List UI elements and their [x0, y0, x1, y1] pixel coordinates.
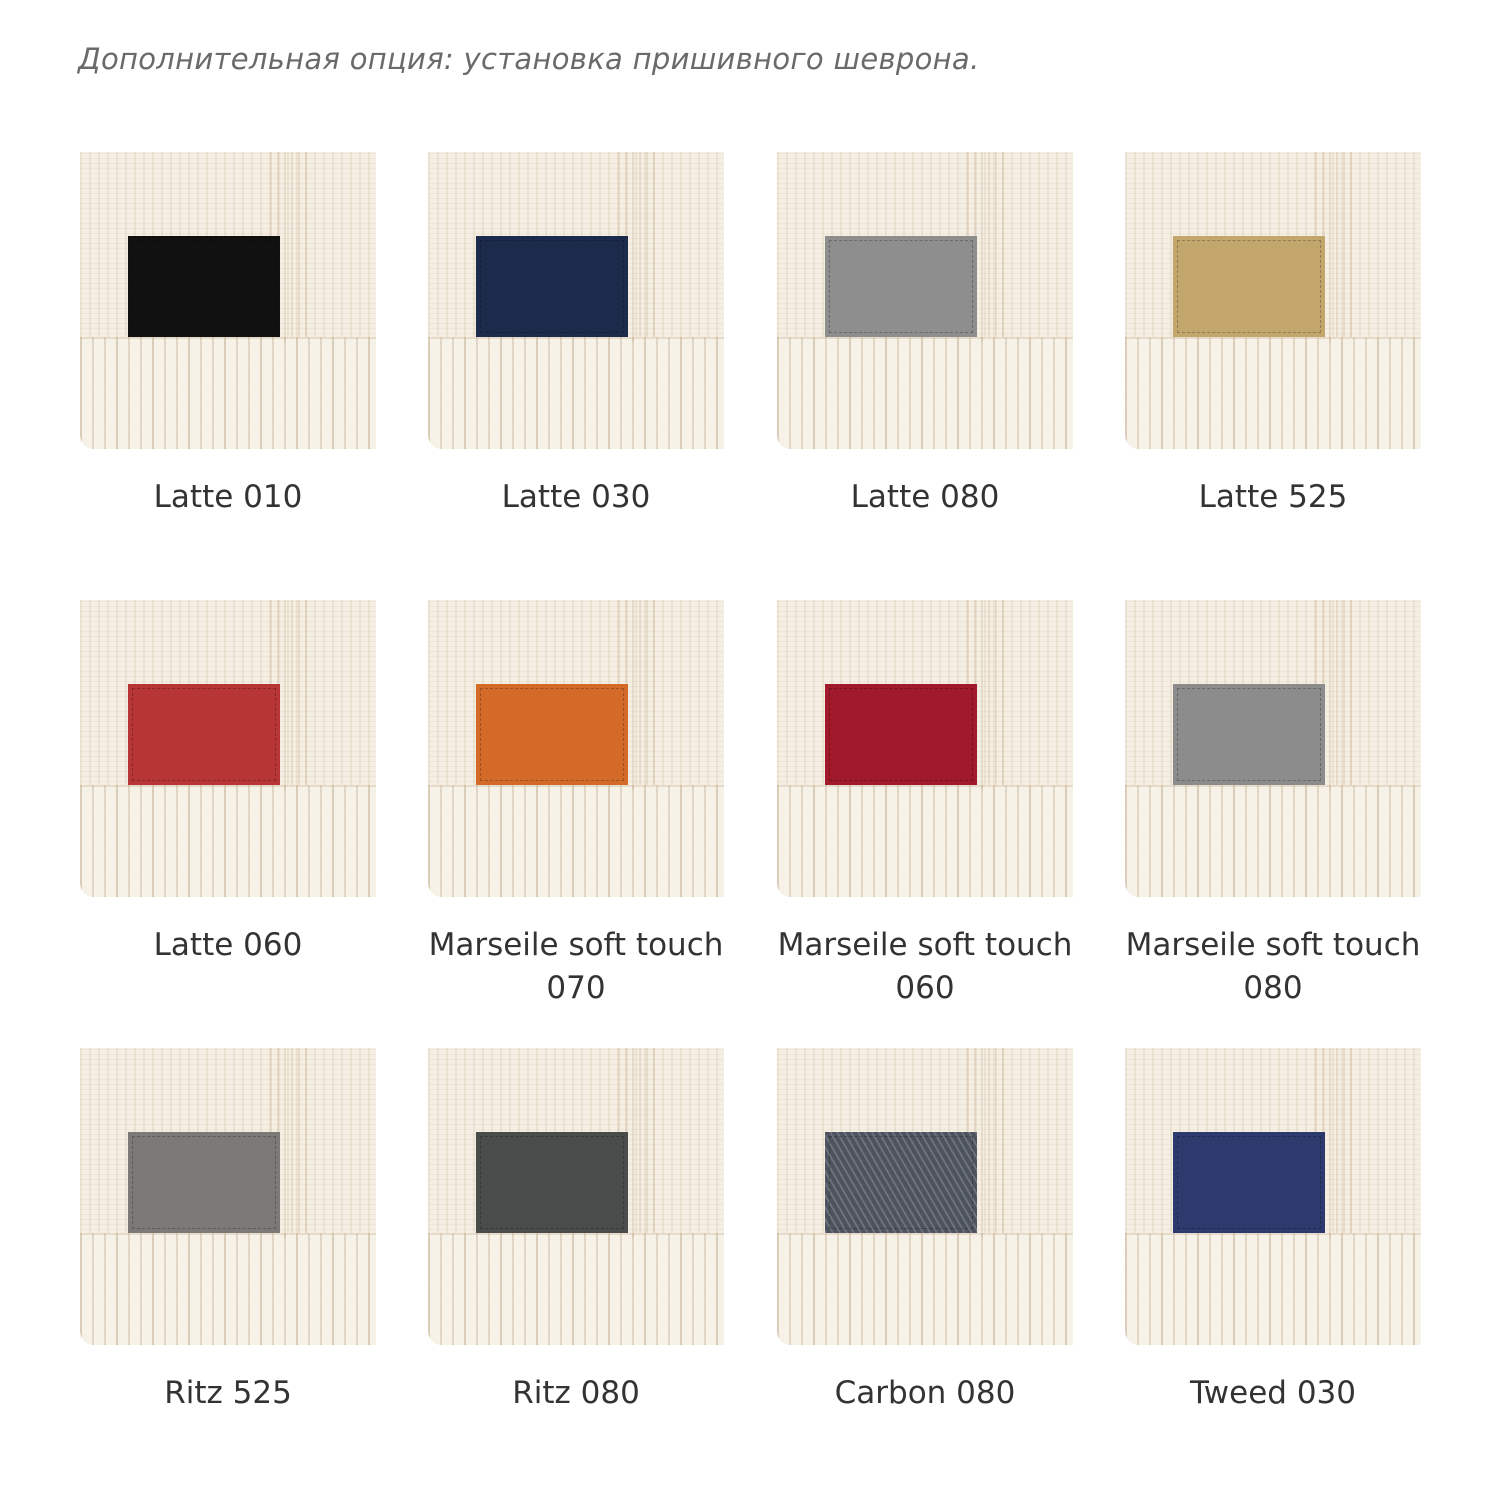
swatch-label: Latte 060 [153, 927, 303, 963]
chevron-patch [476, 684, 628, 785]
rib-cuff [80, 1233, 376, 1345]
rib-cuff [428, 785, 724, 897]
rib-cuff [777, 1233, 1073, 1345]
chevron-patch [476, 236, 628, 337]
rib-cuff [1125, 785, 1421, 897]
rib-cuff [80, 785, 376, 897]
chevron-patch [1173, 236, 1325, 337]
rib-cuff [1125, 1233, 1421, 1345]
swatch-label: Carbon 080 [834, 1375, 1016, 1411]
page-title: Дополнительная опция: установка пришивно… [78, 42, 980, 76]
chevron-patch [825, 684, 977, 785]
swatch-label: Latte 030 [501, 479, 651, 515]
swatch-label: Latte 010 [153, 479, 303, 515]
rib-cuff [777, 337, 1073, 449]
swatch-label: Marseile soft touch 070 [428, 927, 724, 1006]
chevron-patch [128, 684, 280, 785]
rib-cuff [428, 337, 724, 449]
chevron-patch [825, 1132, 977, 1233]
swatch-label: Latte 525 [1198, 479, 1348, 515]
rib-cuff [1125, 337, 1421, 449]
rib-cuff [428, 1233, 724, 1345]
chevron-patch [1173, 684, 1325, 785]
swatch-label: Marseile soft touch 080 [1125, 927, 1421, 1006]
swatch-label: Marseile soft touch 060 [777, 927, 1073, 1006]
chevron-patch [1173, 1132, 1325, 1233]
chevron-patch [825, 236, 977, 337]
swatch-label: Ritz 525 [164, 1375, 292, 1411]
chevron-patch [128, 1132, 280, 1233]
swatch-label: Tweed 030 [1189, 1375, 1356, 1411]
rib-cuff [80, 337, 376, 449]
swatch-label: Ritz 080 [512, 1375, 640, 1411]
chevron-patch [476, 1132, 628, 1233]
chevron-patch [128, 236, 280, 337]
swatch-label: Latte 080 [850, 479, 1000, 515]
rib-cuff [777, 785, 1073, 897]
